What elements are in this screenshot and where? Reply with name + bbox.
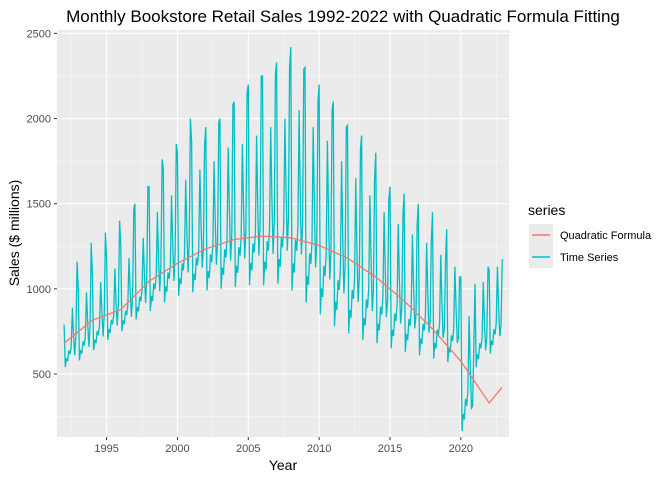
legend-title: series — [528, 202, 565, 218]
time-series-line — [63, 46, 504, 432]
x-tick-label: 2010 — [307, 443, 331, 455]
y-tick-label: 1500 — [27, 199, 51, 211]
x-tick-label: 2000 — [165, 443, 189, 455]
chart-title: Monthly Bookstore Retail Sales 1992-2022… — [66, 7, 620, 26]
y-axis-title: Sales ($ millions) — [6, 180, 22, 287]
legend-label-quadratic: Quadratic Formula — [560, 230, 652, 242]
x-tick-label: 2020 — [449, 443, 473, 455]
y-tick-label: 1000 — [27, 284, 51, 296]
legend: series Quadratic Formula Time Series — [528, 202, 652, 268]
x-axis-title: Year — [269, 457, 298, 473]
x-tick-label: 2015 — [378, 443, 402, 455]
y-tick-label: 2500 — [27, 28, 51, 40]
y-tick-label: 2000 — [27, 114, 51, 126]
axis-ticks: 1995 2000 2005 2010 2015 2020 500 1000 1500 2000 2… — [27, 28, 474, 455]
x-tick-label: 2005 — [236, 443, 260, 455]
x-tick-label: 1995 — [94, 443, 118, 455]
legend-label-time-series: Time Series — [560, 252, 619, 264]
y-tick-label: 500 — [33, 369, 51, 381]
series-layer — [63, 46, 504, 432]
quadratic-formula-line — [63, 235, 503, 404]
